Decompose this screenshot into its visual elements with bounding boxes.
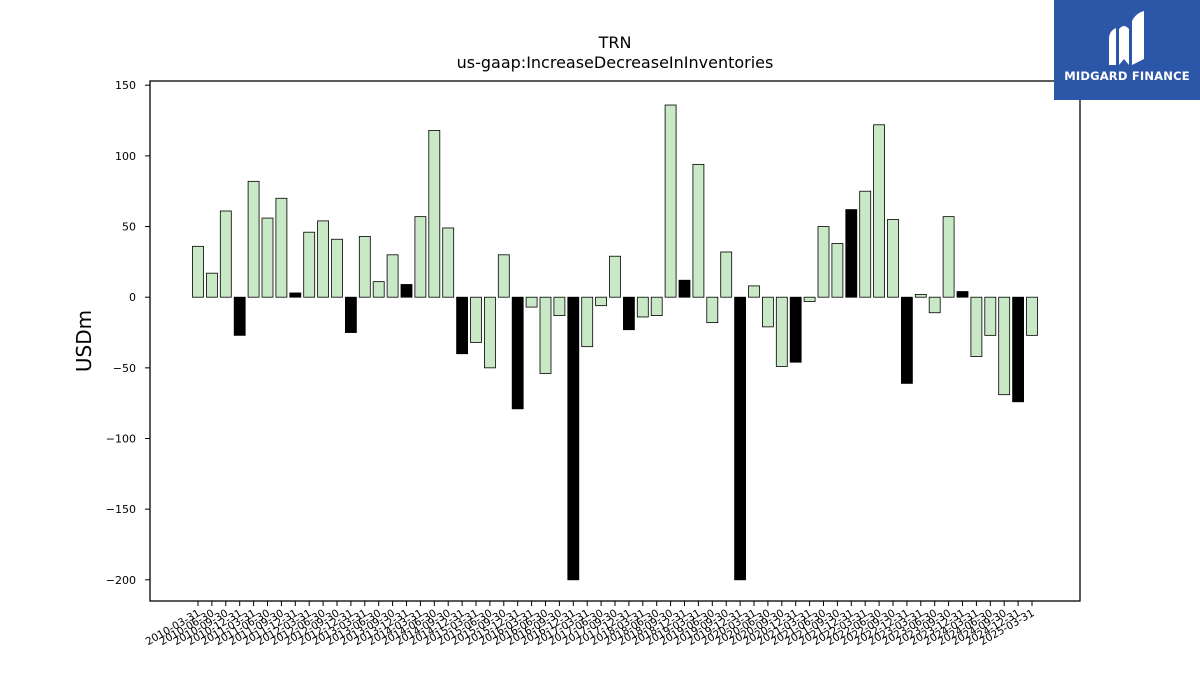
- bar-2022-09-30: [887, 219, 899, 298]
- bar-2010-12-31: [233, 296, 246, 336]
- bar-2016-09-30: [553, 296, 566, 316]
- bar-2018-12-31: [678, 279, 691, 298]
- bar-2019-12-31: [734, 296, 746, 581]
- chart-subtitle: us-gaap:IncreaseDecreaseInInventories: [457, 53, 774, 72]
- bar-2021-09-30: [831, 243, 844, 298]
- y-tick-label: 150: [115, 79, 136, 92]
- bar-2015-03-31: [470, 296, 482, 343]
- y-tick-label: −100: [106, 433, 136, 446]
- bar-2020-03-31: [748, 285, 760, 298]
- logo-text: MIDGARD FINANCE: [1064, 69, 1190, 83]
- bar-2019-06-30: [706, 296, 719, 324]
- bar-2021-03-31: [803, 296, 816, 302]
- bar-2010-09-30: [219, 210, 232, 298]
- y-axis-ticks: 150 100 50 0 −50 −100 −150 −200: [106, 79, 150, 587]
- bar-2021-06-30: [817, 226, 830, 298]
- bar-2025-03-31: [1026, 296, 1038, 336]
- bar-2022-06-30: [873, 124, 885, 298]
- chart-title: TRN: [598, 33, 632, 52]
- bar-2012-12-31: [344, 296, 357, 333]
- bar-2016-12-31: [567, 296, 580, 581]
- bar-2022-03-31: [859, 190, 872, 298]
- bar-2024-03-31: [970, 296, 983, 357]
- bar-2023-06-30: [928, 296, 941, 314]
- bar-2012-09-30: [331, 238, 343, 298]
- bar-2012-06-30: [317, 220, 330, 298]
- bar-2017-06-30: [595, 296, 607, 307]
- bar-2013-03-31: [358, 236, 371, 298]
- bar-2018-06-30: [650, 296, 663, 316]
- bar-2022-12-31: [901, 296, 913, 384]
- bar-2020-12-31: [789, 296, 802, 363]
- plot-frame: [149, 80, 1081, 602]
- bar-2018-03-31: [636, 296, 649, 318]
- x-axis-ticks: 2010-03-312010-06-302010-09-302010-12-31…: [144, 601, 1037, 648]
- bar-2023-03-31: [914, 293, 927, 298]
- bar-2015-12-31: [511, 296, 524, 410]
- bar-2011-06-30: [261, 217, 274, 298]
- bar-2013-12-31: [400, 284, 413, 298]
- midgard-finance-logo: MIDGARD FINANCE: [1054, 0, 1200, 100]
- midgard-logo-mark-icon: [1109, 11, 1144, 65]
- y-tick-label: −200: [106, 574, 136, 587]
- bar-2019-03-31: [692, 163, 705, 298]
- bar-2015-09-30: [497, 254, 510, 298]
- bar-2024-06-30: [984, 296, 997, 336]
- bar-2015-06-30: [483, 296, 496, 369]
- bar-2013-06-30: [372, 281, 385, 298]
- bar-2017-09-30: [609, 255, 621, 298]
- y-tick-label: 0: [129, 291, 136, 304]
- y-tick-label: −50: [113, 362, 136, 375]
- bar-2024-12-31: [1012, 296, 1024, 403]
- bar-2018-09-30: [664, 104, 677, 298]
- y-tick-label: −150: [106, 503, 136, 516]
- bar-2019-09-30: [720, 251, 733, 298]
- bar-2020-06-30: [762, 296, 774, 328]
- bar-2014-06-30: [428, 130, 441, 298]
- bar-2010-03-31: [192, 245, 204, 298]
- bar-2016-06-30: [539, 296, 552, 374]
- bar-2011-03-31: [247, 180, 260, 298]
- bar-2016-03-31: [525, 296, 538, 308]
- bar-2021-12-31: [845, 209, 858, 298]
- bar-2023-12-31: [956, 291, 969, 298]
- bar-2023-09-30: [942, 216, 955, 298]
- bar-2014-09-30: [442, 227, 455, 298]
- bar-2010-06-30: [205, 272, 218, 298]
- bar-2012-03-31: [303, 231, 316, 298]
- bar-2014-03-31: [414, 216, 427, 298]
- y-tick-label: 100: [115, 150, 136, 163]
- bar-2020-09-30: [775, 296, 788, 367]
- bar-2017-03-31: [581, 296, 594, 348]
- bar-2017-12-31: [623, 296, 635, 331]
- bar-2011-12-31: [289, 292, 302, 298]
- bar-2024-09-30: [998, 296, 1011, 396]
- bar-2013-09-30: [386, 254, 399, 298]
- y-tick-label: 50: [122, 221, 136, 234]
- bar-2011-09-30: [275, 197, 288, 298]
- bars-group: [192, 104, 1038, 581]
- y-axis-label: USDm: [72, 310, 96, 372]
- bar-2014-12-31: [456, 296, 469, 355]
